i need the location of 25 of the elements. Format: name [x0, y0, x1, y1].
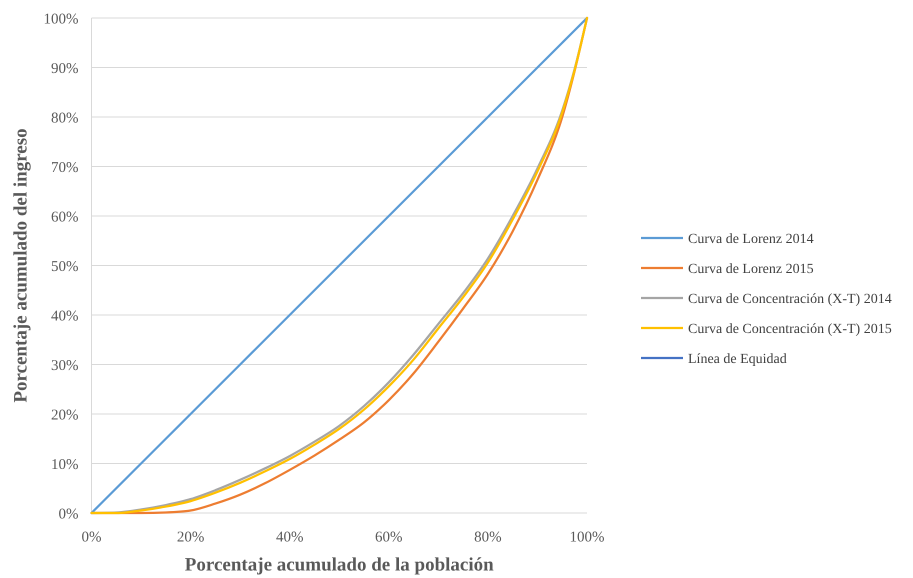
y-tick-label: 50% — [51, 258, 78, 275]
x-tick-label: 60% — [375, 529, 403, 546]
x-tick-label: 40% — [276, 529, 304, 546]
x-tick-label: 20% — [176, 529, 204, 546]
x-tick-label: 0% — [82, 529, 102, 546]
legend-label: Línea de Equidad — [688, 352, 787, 367]
legend-label: Curva de Lorenz 2014 — [688, 232, 814, 247]
legend-label: Curva de Lorenz 2015 — [688, 262, 814, 277]
legend-label: Curva de Concentración (X-T) 2014 — [688, 292, 892, 307]
y-tick-label: 30% — [51, 358, 78, 374]
y-tick-label: 0% — [58, 506, 78, 522]
y-tick-label: 40% — [51, 308, 78, 324]
y-tick-label: 10% — [51, 456, 78, 473]
y-tick-label: 100% — [44, 11, 78, 28]
x-tick-label: 80% — [474, 529, 502, 546]
y-tick-label: 60% — [51, 209, 78, 226]
line-series — [90, 16, 588, 514]
y-tick-label: 20% — [51, 407, 78, 424]
x-tick-label: 100% — [570, 529, 604, 546]
legend-label: Curva de Concentración (X-T) 2015 — [688, 322, 892, 337]
y-tick-label: 90% — [51, 60, 78, 77]
y-tick-label: 70% — [51, 160, 78, 176]
y-axis-title: Porcentaje acumulado del ingreso — [10, 128, 32, 403]
y-tick-label: 80% — [51, 110, 78, 126]
x-axis-title: Porcentaje acumulado de la población — [184, 554, 494, 576]
